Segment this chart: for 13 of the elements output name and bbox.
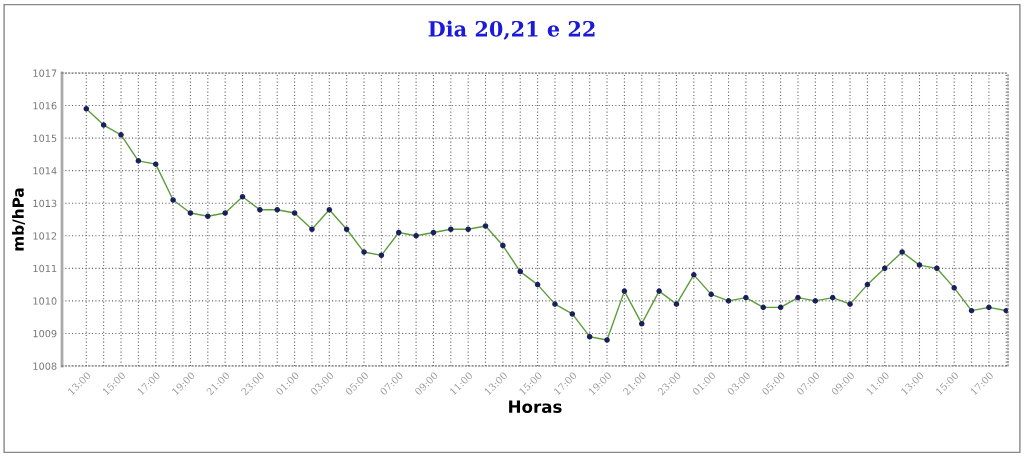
y-tick-label: 1011 [33, 264, 57, 273]
y-tick-label: 1010 [33, 297, 57, 305]
x-axis-title: Horas [509, 400, 562, 414]
y-tick-label: 1013 [33, 199, 57, 208]
y-tick-label: 1017 [33, 69, 57, 77]
chart-title: Dia 20,21 e 22 [428, 20, 595, 40]
y-tick-label: 1014 [33, 167, 57, 175]
y-tick-label: 1009 [33, 329, 57, 338]
y-tick-label: 1015 [33, 134, 57, 142]
y-tick-label: 1012 [33, 232, 57, 240]
y-tick-label: 1008 [33, 362, 57, 370]
y-axis-title: mb/hPa [12, 188, 26, 251]
y-tick-label: 1016 [33, 102, 57, 110]
